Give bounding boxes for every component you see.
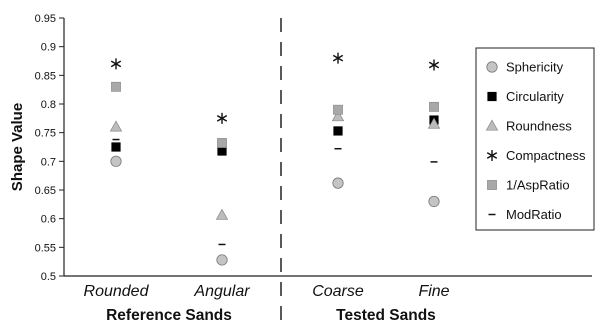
y-tick-label: 0.85 bbox=[35, 70, 56, 82]
y-tick-labels: 0.5 0.55 0.6 0.65 0.7 0.75 0.8 0.85 0.9 0.95 bbox=[35, 13, 56, 283]
point-compactness-coarse bbox=[332, 52, 344, 64]
legend-item-sphericity: Sphericity bbox=[486, 60, 564, 75]
y-tick-label: 0.8 bbox=[41, 99, 56, 111]
y-tick-label: 0.65 bbox=[35, 185, 56, 197]
legend-marker-1-aspratio bbox=[487, 180, 497, 190]
point-roundness-rounded bbox=[109, 120, 123, 132]
data-points bbox=[109, 52, 441, 266]
legend-label-sphericity: Sphericity bbox=[506, 60, 564, 75]
legend-marker-circularity bbox=[487, 91, 497, 102]
y-tick-label: 0.6 bbox=[41, 214, 56, 226]
legend-item-compactness: Compactness bbox=[486, 148, 586, 163]
point-1-aspratio-rounded bbox=[111, 81, 121, 92]
legend-label-circularity: Circularity bbox=[506, 89, 564, 104]
y-tick-label: 0.7 bbox=[41, 156, 56, 168]
legend-marker-sphericity bbox=[486, 61, 498, 73]
legend-label-roundness: Roundness bbox=[506, 119, 572, 134]
legend-item-circularity: Circularity bbox=[487, 89, 564, 104]
legend-item-modratio: ModRatio bbox=[488, 207, 562, 222]
point-circularity-coarse bbox=[333, 126, 343, 136]
point-roundness-angular bbox=[215, 208, 229, 220]
category-label-angular: Angular bbox=[193, 283, 250, 300]
point-circularity-rounded bbox=[111, 142, 121, 152]
category-label-coarse: Coarse bbox=[312, 283, 364, 300]
y-tick-label: 0.5 bbox=[41, 271, 56, 283]
y-tick-label: 0.55 bbox=[35, 242, 56, 254]
y-tick-label: 0.9 bbox=[41, 42, 56, 54]
point-sphericity-angular bbox=[216, 254, 228, 266]
y-tick-label: 0.75 bbox=[35, 128, 56, 140]
point-1-aspratio-angular bbox=[217, 138, 227, 148]
x-group-labels: Reference Sands Tested Sands bbox=[106, 307, 436, 324]
point-roundness-fine bbox=[427, 117, 441, 129]
plot-axes bbox=[59, 17, 592, 326]
point-sphericity-rounded bbox=[110, 155, 122, 167]
group-label-reference-sands: Reference Sands bbox=[106, 307, 232, 324]
point-sphericity-coarse bbox=[332, 177, 344, 189]
legend-label-compactness: Compactness bbox=[506, 148, 586, 163]
group-label-tested-sands: Tested Sands bbox=[336, 307, 436, 324]
y-axis-title: Shape Value bbox=[9, 103, 26, 191]
legend-item-1-aspratio: 1/AspRatio bbox=[487, 178, 570, 193]
point-compactness-fine bbox=[428, 59, 440, 71]
legend-label-1-aspratio: 1/AspRatio bbox=[506, 178, 570, 193]
legend-label-modratio: ModRatio bbox=[506, 207, 562, 222]
legend-marker-compactness bbox=[486, 150, 498, 161]
legend-box bbox=[475, 47, 595, 231]
legend: Sphericity Circularity Roundness Compactnes… bbox=[475, 47, 595, 231]
point-compactness-rounded bbox=[110, 58, 122, 70]
point-1-aspratio-fine bbox=[429, 101, 439, 112]
point-circularity-angular bbox=[217, 146, 227, 156]
x-category-labels: Rounded Angular Coarse Fine bbox=[84, 283, 450, 300]
point-compactness-angular bbox=[216, 112, 228, 124]
point-roundness-coarse bbox=[331, 110, 345, 122]
legend-item-roundness: Roundness bbox=[485, 119, 572, 134]
point-sphericity-fine bbox=[428, 195, 440, 208]
category-label-rounded: Rounded bbox=[84, 283, 150, 300]
category-label-fine: Fine bbox=[418, 283, 449, 300]
y-tick-label: 0.95 bbox=[35, 13, 56, 25]
legend-marker-roundness bbox=[485, 119, 499, 131]
point-1-aspratio-coarse bbox=[333, 104, 343, 115]
